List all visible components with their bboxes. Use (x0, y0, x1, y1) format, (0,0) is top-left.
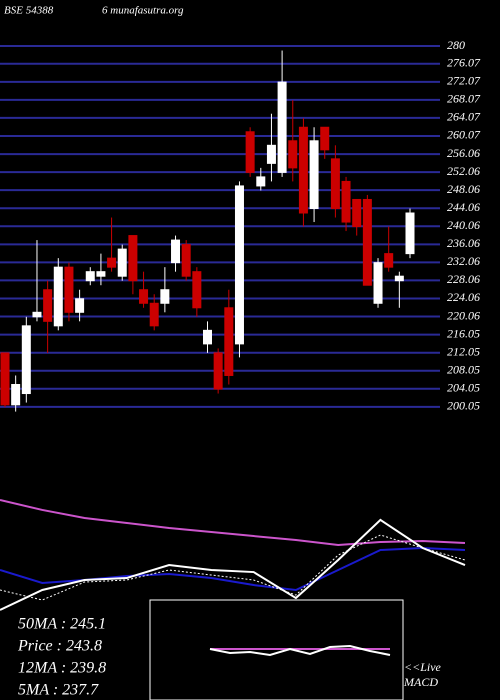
candle-body (362, 198, 372, 286)
candle-body (266, 144, 276, 164)
y-tick-label: 204.05 (447, 381, 480, 395)
candle-body (64, 266, 74, 313)
candle-body (330, 158, 340, 209)
y-tick-label: 256.06 (447, 146, 480, 160)
candle-body (117, 248, 127, 277)
candle-body (394, 275, 404, 282)
legend-text: Price : 243.8 (17, 638, 102, 655)
candle-body (277, 81, 287, 173)
y-tick-label: 220.06 (447, 308, 480, 322)
candle-body (373, 262, 383, 304)
candle-body (224, 307, 234, 376)
candle-body (171, 239, 181, 264)
candle-body (75, 298, 85, 313)
candle-body (298, 126, 308, 214)
candle-body (245, 131, 255, 173)
candle-body (352, 198, 362, 228)
candle-body (149, 302, 159, 327)
macd-note: <<Live (404, 660, 442, 674)
indicator-line (0, 547, 466, 592)
indicator-line (0, 534, 466, 601)
candle-body (43, 289, 53, 322)
candle-body (341, 180, 351, 223)
candle-body (0, 352, 10, 406)
candle-body (405, 212, 415, 255)
candle-body (53, 266, 63, 327)
legend-text: 12MA : 239.8 (18, 660, 106, 677)
y-tick-label: 280 (447, 38, 465, 52)
candle-body (213, 352, 223, 390)
candle-body (32, 311, 42, 318)
candle-body (309, 140, 319, 209)
y-tick-label: 244.06 (447, 200, 480, 214)
legend-text: 5MA : 237.7 (18, 682, 99, 699)
y-tick-label: 268.07 (447, 92, 481, 106)
candle-body (256, 176, 266, 187)
candle-body (181, 244, 191, 277)
candle-body (21, 325, 31, 395)
y-tick-label: 224.06 (447, 290, 480, 304)
y-tick-label: 248.06 (447, 182, 480, 196)
y-tick-label: 236.06 (447, 236, 480, 250)
candle-body (192, 271, 202, 309)
y-tick-label: 260.07 (447, 128, 481, 142)
chart-subtitle: 6 munafasutra.org (102, 5, 184, 17)
indicator-line (0, 518, 466, 611)
candle-body (288, 140, 298, 169)
candle-body (384, 253, 394, 268)
candle-body (128, 235, 138, 282)
y-tick-label: 276.07 (447, 56, 481, 70)
y-tick-label: 200.05 (447, 399, 480, 413)
y-tick-label: 252.06 (447, 164, 480, 178)
chart-title: BSE 54388 (4, 5, 54, 17)
y-tick-label: 212.05 (447, 344, 480, 358)
candle-body (11, 384, 21, 406)
y-tick-label: 208.05 (447, 362, 480, 376)
candle-body (320, 126, 330, 151)
indicator-line (0, 498, 466, 547)
y-tick-label: 216.05 (447, 326, 480, 340)
y-tick-label: 264.07 (447, 110, 481, 124)
y-tick-label: 240.06 (447, 218, 480, 232)
candle-body (234, 185, 244, 345)
macd-note: MACD (403, 675, 438, 689)
y-tick-label: 232.06 (447, 254, 480, 268)
y-tick-label: 272.07 (447, 74, 481, 88)
candle-body (203, 329, 212, 345)
candle-body (96, 271, 106, 277)
y-tick-label: 228.06 (447, 272, 480, 286)
candle-body (107, 257, 117, 268)
candle-body (85, 271, 95, 282)
candle-body (139, 289, 149, 304)
legend-text: 50MA : 245.1 (18, 616, 106, 633)
candle-body (160, 289, 170, 304)
indicator-line (209, 644, 391, 657)
